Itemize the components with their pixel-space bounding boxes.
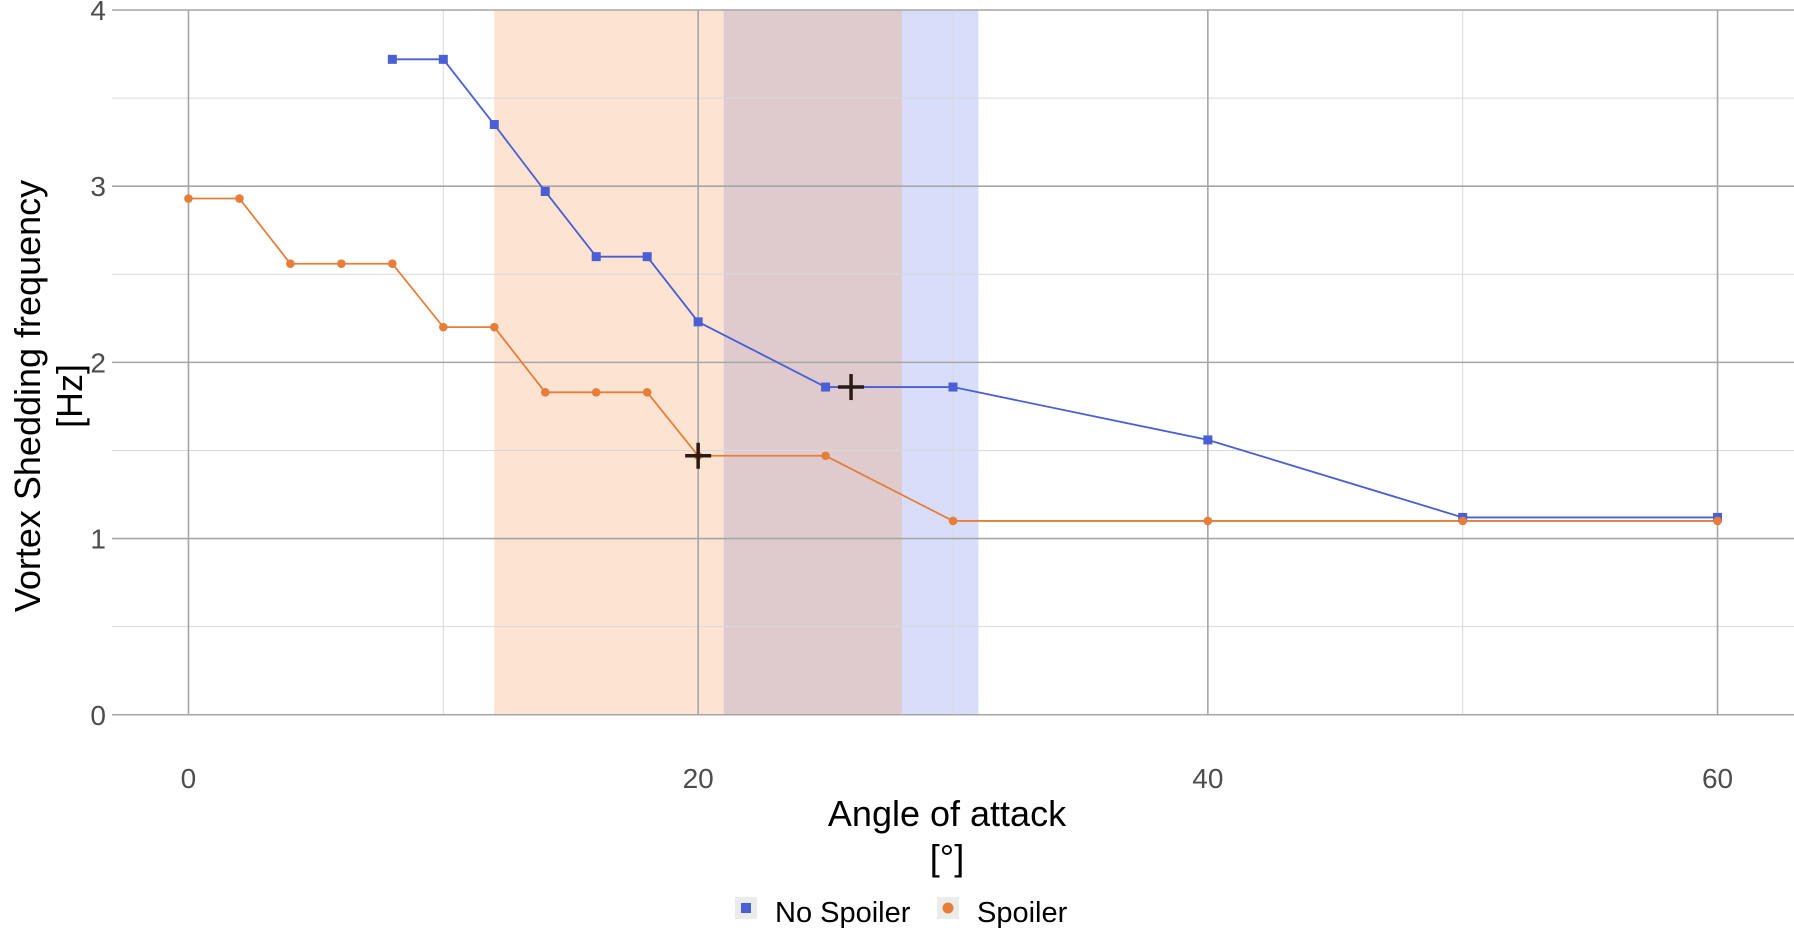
data-point-spoiler	[1203, 516, 1213, 526]
series-points	[184, 54, 1723, 526]
x-tick-label: 20	[683, 763, 714, 794]
data-point-spoiler	[489, 322, 499, 332]
series-line-spoiler	[188, 197, 1718, 522]
data-point-spoiler	[821, 451, 830, 461]
y-axis-unit: [Hz]	[49, 364, 90, 428]
series-line-no-spoiler	[392, 58, 1718, 519]
x-axis-title: Angle of attack	[828, 793, 1067, 834]
data-point-spoiler	[1458, 516, 1467, 526]
data-point-no-spoiler	[948, 382, 958, 392]
legend-item-no-spoiler: No Spoiler	[735, 897, 911, 929]
legend-item-spoiler: Spoiler	[937, 897, 1068, 929]
legend-label-spoiler: Spoiler	[977, 897, 1068, 929]
data-point-spoiler	[439, 322, 448, 332]
annotations	[685, 374, 865, 469]
data-point-no-spoiler	[1203, 435, 1213, 445]
data-point-spoiler	[948, 516, 958, 526]
legend-marker-spoiler	[942, 902, 954, 914]
data-point-no-spoiler	[489, 120, 499, 130]
legend: No Spoiler Spoiler	[735, 897, 1068, 929]
legend-marker-no-spoiler	[741, 903, 751, 913]
x-tick-label: 40	[1192, 763, 1223, 794]
data-point-no-spoiler	[591, 252, 601, 262]
y-tick-label: 2	[90, 347, 106, 378]
data-point-spoiler	[642, 388, 652, 397]
y-tick-label: 3	[90, 171, 106, 202]
data-point-spoiler	[1713, 516, 1722, 526]
data-point-spoiler	[235, 194, 244, 203]
data-point-spoiler	[286, 259, 295, 269]
legend-label-no-spoiler: No Spoiler	[775, 897, 911, 929]
series-lines	[188, 58, 1718, 522]
y-tick-label: 1	[90, 524, 106, 555]
x-axis-unit: [°]	[930, 837, 964, 878]
data-point-no-spoiler	[821, 382, 831, 392]
data-point-spoiler	[184, 194, 193, 203]
y-tick-label: 0	[90, 700, 106, 731]
data-point-no-spoiler	[438, 54, 448, 64]
x-tick-label: 60	[1702, 763, 1733, 794]
data-point-no-spoiler	[642, 252, 652, 262]
x-tick-label: 0	[181, 763, 197, 794]
data-point-no-spoiler	[693, 317, 703, 327]
y-tick-label: 4	[90, 0, 106, 26]
data-point-no-spoiler	[387, 54, 397, 64]
data-point-spoiler	[540, 388, 550, 397]
data-point-spoiler	[591, 388, 601, 397]
data-point-spoiler	[388, 259, 397, 269]
grid-lines	[112, 9, 1794, 716]
annotation-cross	[685, 442, 712, 469]
y-axis-title: Vortex Shedding frequency	[7, 180, 48, 612]
data-point-no-spoiler	[540, 186, 550, 196]
annotation-cross	[838, 374, 865, 401]
tick-labels: 0 20 40 60 0 1 2 3 4	[90, 0, 1733, 794]
data-point-spoiler	[337, 259, 346, 269]
